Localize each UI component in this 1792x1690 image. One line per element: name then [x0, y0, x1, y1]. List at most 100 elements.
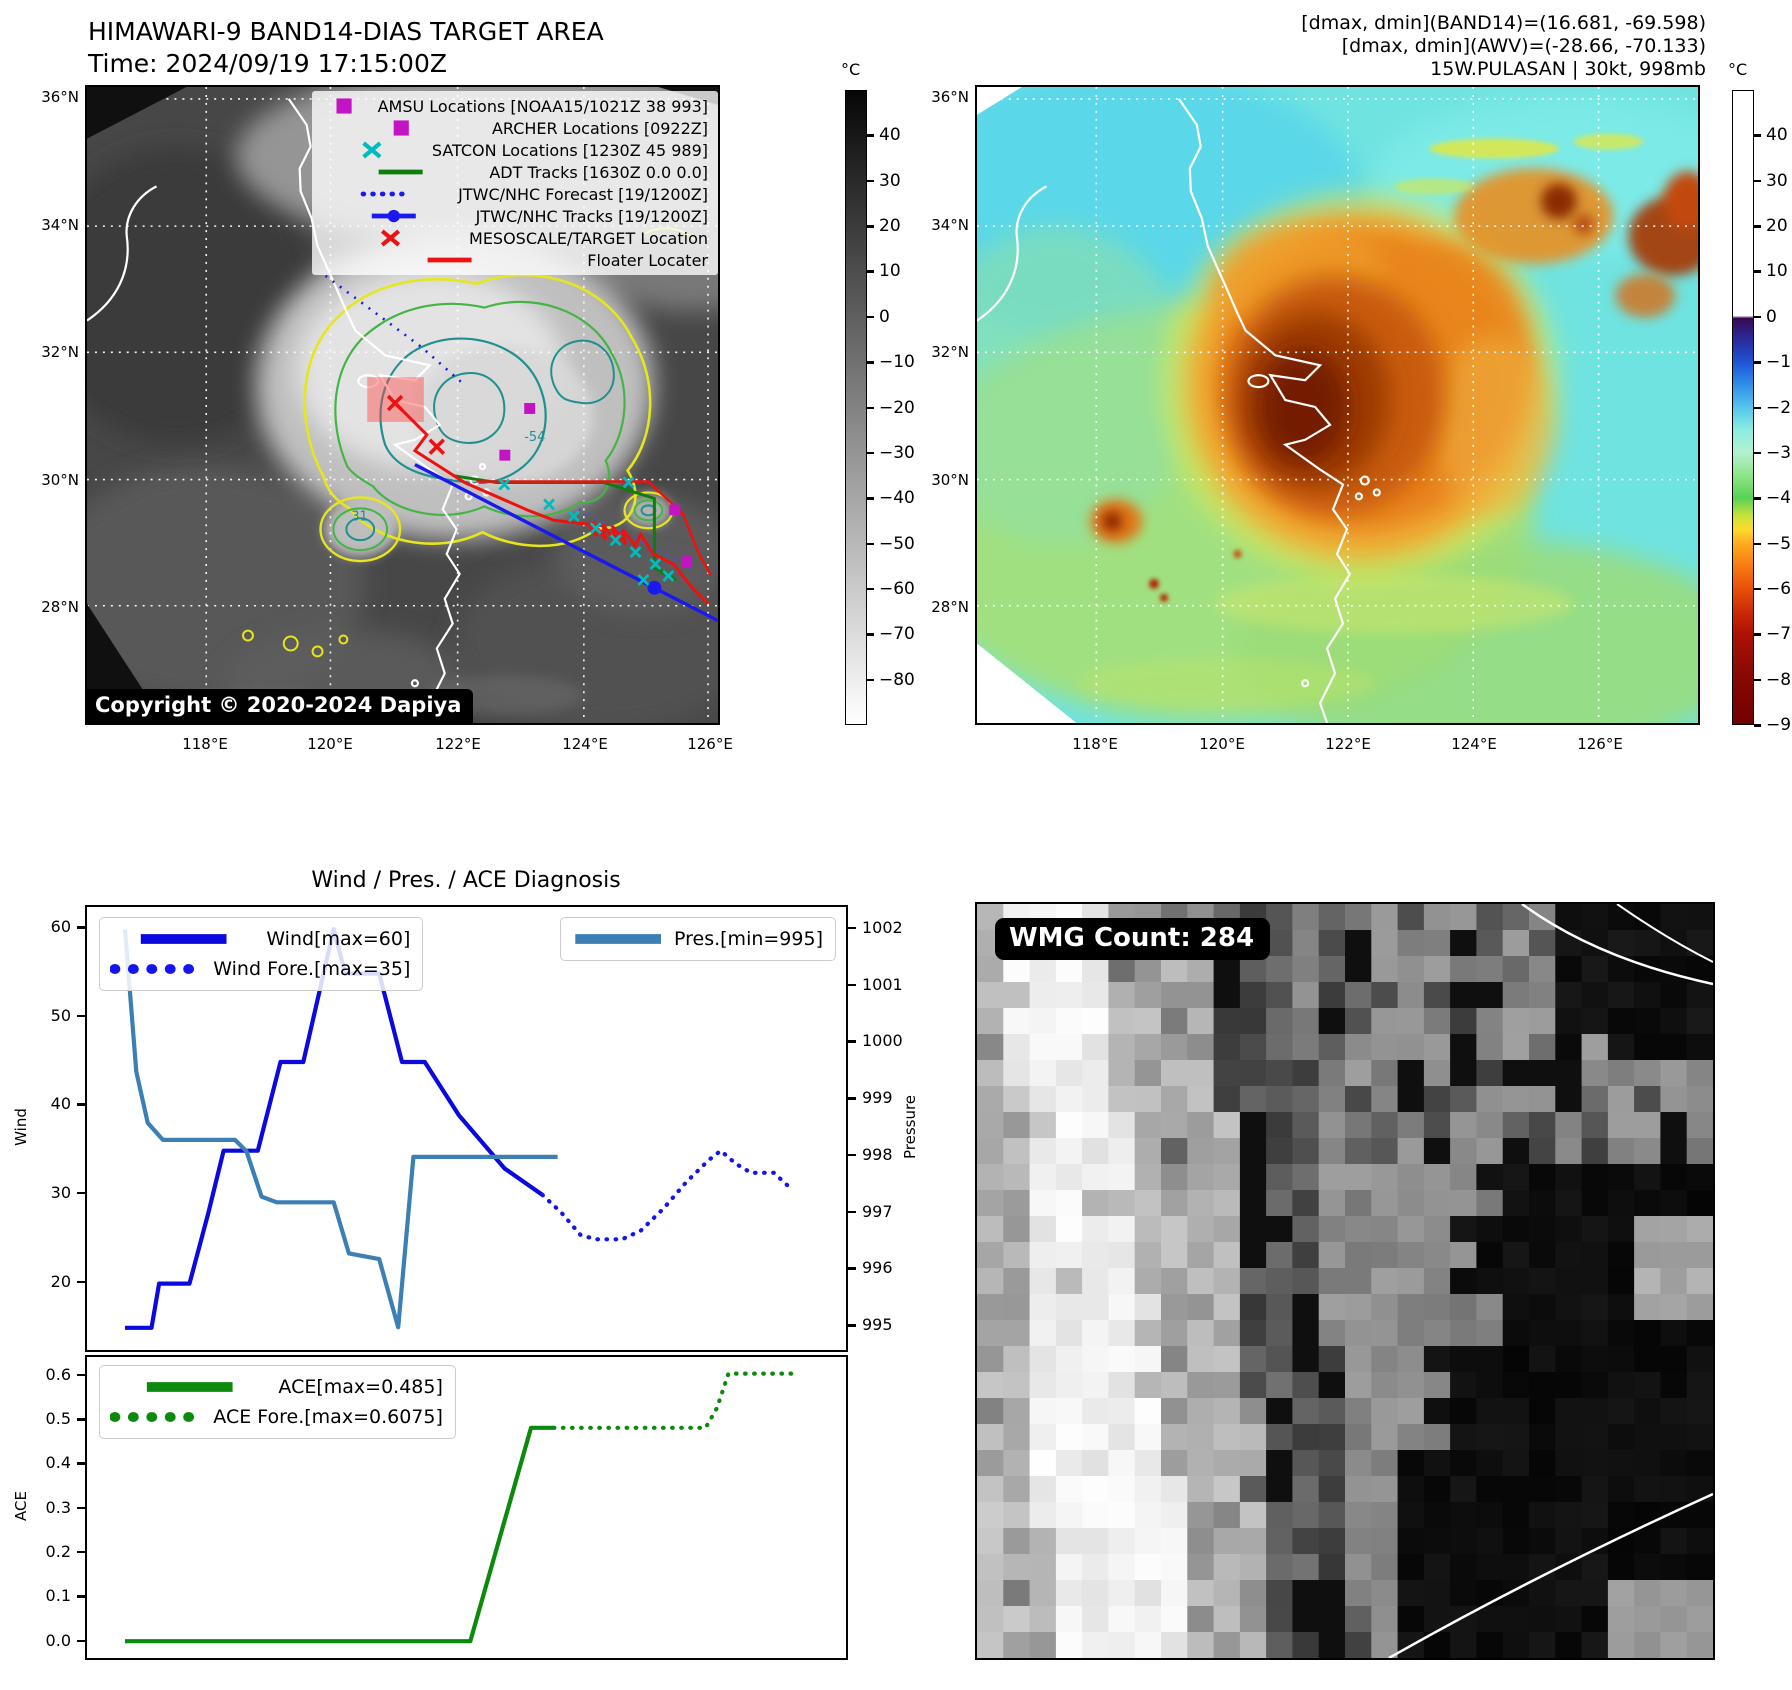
wind-pressure-ytick-right [848, 983, 856, 986]
contour-label-54: -54 [524, 430, 545, 445]
ace-ytick-label: 0.0 [45, 1630, 71, 1650]
ace-legend-label: ACE Fore.[max=0.6075] [213, 1406, 443, 1428]
awv-colorbar-label: 30 [1766, 170, 1788, 191]
map1-lat-label: 30°N [41, 471, 79, 489]
map-time: Time: 2024/09/19 17:15:00Z [88, 49, 447, 78]
dotted-line-icon [110, 1412, 205, 1422]
map1-lat-label: 32°N [41, 343, 79, 361]
ace-series-line [125, 1425, 554, 1644]
swath-edge [977, 643, 1077, 723]
wind-pressure-ytick-label: 40 [50, 1094, 71, 1114]
wmg-count-badge: WMG Count: 284 [995, 918, 1271, 960]
band14-colorbar-tick [867, 134, 874, 137]
band14-colorbar-title: °C [841, 60, 861, 79]
jtwc-forecast-line2 [578, 508, 699, 574]
awv-colorbar-tick [1754, 587, 1761, 591]
band14-colorbar-label: −20 [879, 397, 915, 418]
awv-colorbar-label: 20 [1766, 216, 1788, 237]
band14-colorbar-label: −50 [879, 533, 915, 554]
map2-lat-label: 30°N [931, 471, 969, 489]
wind-pressure-plot [122, 927, 796, 1330]
map-legend-label: JTWC/NHC Forecast [19/1200Z] [458, 184, 708, 204]
awv-colorbar-title: °C [1728, 60, 1748, 79]
awv-colorbar-label: −60 [1766, 578, 1792, 599]
band14-colorbar-tick [867, 633, 874, 636]
jtwc-track-line [414, 463, 718, 623]
map1-lat-label: 28°N [41, 598, 79, 616]
wind-pressure-ytick [77, 1103, 85, 1106]
wind-pressure-ytick-right-label: 1000 [862, 1031, 903, 1051]
wind-legend-label: Wind Fore.[max=35] [213, 958, 411, 980]
awv-colorbar-tick [1754, 633, 1761, 636]
amsu-archer-squares [499, 403, 693, 567]
ace-ytick-label: 0.5 [45, 1409, 71, 1429]
map2-lon-label: 118°E [1072, 735, 1118, 753]
x-marker-icon [380, 229, 401, 247]
band14-colorbar-label: −60 [879, 578, 915, 599]
wind-legend-item: Wind Fore.[max=35] [110, 954, 410, 984]
wmg-image [977, 904, 1713, 1658]
wind-pressure-series-line [122, 929, 558, 1330]
band14-colorbar-label: 30 [879, 170, 901, 191]
wind-pressure-ytick [77, 926, 85, 929]
band14-satellite-map: -54 31 [85, 85, 720, 725]
awv-colorbar-label: −70 [1766, 624, 1792, 645]
awv-colorbar-tick [1754, 315, 1761, 319]
map-legend-item: ADT Tracks [1630Z 0.0 0.0] [320, 161, 708, 183]
wind-pressure-ytick [77, 1014, 85, 1018]
band14-colorbar-tick [867, 406, 874, 409]
wind-pressure-ytick-label: 30 [50, 1182, 71, 1202]
dotted-line-icon [110, 964, 205, 974]
band14-colorbar-label: 40 [879, 125, 901, 146]
coastline-overlay2 [1616, 904, 1713, 963]
wind-pressure-ytick-label: 20 [50, 1271, 71, 1291]
line-marker-icon [140, 934, 227, 944]
map1-lon-label: 126°E [687, 735, 733, 753]
ace-ytick-label: 0.1 [45, 1586, 71, 1606]
pressure-legend-item: Pres.[min=995] [571, 924, 823, 954]
awv-colorbar-label: −20 [1766, 397, 1792, 418]
map1-lon-label: 124°E [562, 735, 608, 753]
awv-colorbar-tick [1754, 225, 1761, 228]
band14-colorbar-tick [867, 587, 874, 591]
wind-pressure-ytick-right [848, 1097, 856, 1100]
wind-pressure-ytick-right [848, 1153, 856, 1157]
wind-pressure-ytick-right-label: 996 [862, 1258, 893, 1278]
wind-pressure-series-line [540, 1148, 796, 1242]
ace-left-axis-label: ACE [12, 1490, 30, 1521]
band14-colorbar-label: −40 [879, 488, 915, 509]
coastline [977, 98, 1381, 723]
contour-label-31: 31 [351, 509, 367, 524]
band14-colorbar-tick [867, 179, 874, 183]
awv-colorbar-tick [1754, 406, 1761, 409]
awv-colorbar-label: 10 [1766, 261, 1788, 282]
map-title: HIMAWARI-9 BAND14-DIAS TARGET AREA [88, 17, 604, 46]
band14-colorbar-label: 0 [879, 306, 890, 327]
map-legend-label: SATCON Locations [1230Z 45 989] [431, 140, 708, 160]
awv-colorbar-tick [1754, 724, 1761, 727]
wind-pressure-ytick-label: 50 [50, 1005, 71, 1025]
wind-legend-item: Wind[max=60] [110, 924, 410, 954]
storm-id-intensity: 15W.PULASAN | 30kt, 998mb [1430, 58, 1706, 80]
wind-pressure-ytick [77, 1280, 85, 1284]
ace-ytick-label: 0.2 [45, 1541, 71, 1561]
map2-lat-label: 34°N [931, 216, 969, 234]
ace-series-line [551, 1371, 799, 1430]
mesoscale-target-box [367, 377, 424, 422]
awv-enhanced-map [975, 85, 1700, 725]
x-marker-icon [362, 141, 382, 159]
swath-edge2 [87, 87, 187, 139]
ace-ytick [77, 1506, 85, 1510]
line-marker-icon [146, 1382, 233, 1392]
awv-colorbar-tick [1754, 542, 1761, 546]
map2-lat-label: 28°N [931, 598, 969, 616]
awv-colorbar-tick [1754, 451, 1761, 455]
awv-colorbar-tick [1754, 678, 1761, 682]
observation-markers [386, 394, 693, 586]
wind-pressure-series-line [125, 927, 544, 1330]
map-legend-label: AMSU Locations [NOAA15/1021Z 38 993] [377, 96, 708, 116]
diagnosis-title: Wind / Pres. / ACE Diagnosis [311, 868, 621, 893]
band14-colorbar-label: 10 [879, 261, 901, 282]
wind-pressure-ytick-right-label: 1002 [862, 917, 903, 937]
awv-colorbar-label: −90 [1766, 715, 1792, 735]
